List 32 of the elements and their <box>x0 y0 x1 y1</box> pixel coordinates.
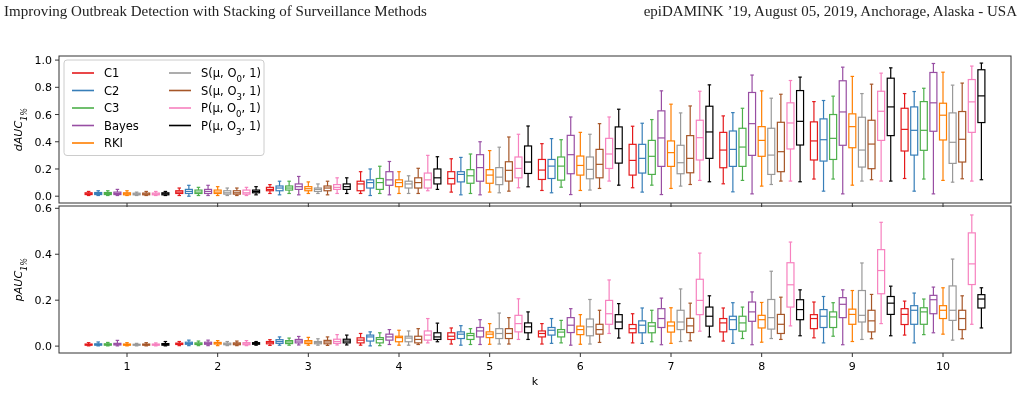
x-axis-title: k <box>531 375 539 388</box>
legend-label: P(μ, O$_{0}$, 1) <box>201 101 261 119</box>
x-tick-label: 5 <box>486 360 494 373</box>
legend-label: C1 <box>104 66 120 80</box>
legend-label: S(μ, O$_{3}$, 1) <box>201 83 262 102</box>
legend-label: RKI <box>104 136 123 150</box>
legend-label: P(μ, O$_{3}$, 1) <box>201 118 261 137</box>
y-tick-label: 0.4 <box>34 248 52 262</box>
x-tick-label: 3 <box>304 360 312 373</box>
y-tick-label: 0.2 <box>34 294 52 308</box>
legend-label: C2 <box>104 83 120 98</box>
x-tick-label: 8 <box>758 360 766 373</box>
legend-label: C3 <box>104 101 120 115</box>
x-tick-label: 2 <box>214 360 222 373</box>
x-tick-label: 6 <box>576 360 584 373</box>
x-tick-label: 1 <box>123 360 131 373</box>
x-tick-label: 9 <box>848 360 856 373</box>
legend-label: S(μ, O$_{0}$, 1) <box>201 66 262 84</box>
y-tick-label: 0.6 <box>34 108 52 122</box>
y-tick-label: 0.6 <box>34 202 52 216</box>
x-tick-label: 10 <box>936 360 950 373</box>
text: Improving Outbreak Detection with Stacking of Surveillance Methods <box>4 3 427 19</box>
y-tick-label: 1.0 <box>34 54 52 68</box>
y-tick-label: 0.0 <box>34 340 52 354</box>
y-tick-label: 0.0 <box>34 190 52 204</box>
y-tick-label: 0.4 <box>34 135 52 149</box>
y-tick-label: 0.2 <box>34 162 52 176</box>
x-tick-label: 7 <box>667 360 675 373</box>
x-tick-label: 4 <box>395 360 403 373</box>
y-tick-label: 0.8 <box>34 81 52 95</box>
text: epiDAMINK ’19, August 05, 2019, Anchorage, Alaska - USA <box>643 3 1018 19</box>
legend-label: Bayes <box>104 118 139 133</box>
